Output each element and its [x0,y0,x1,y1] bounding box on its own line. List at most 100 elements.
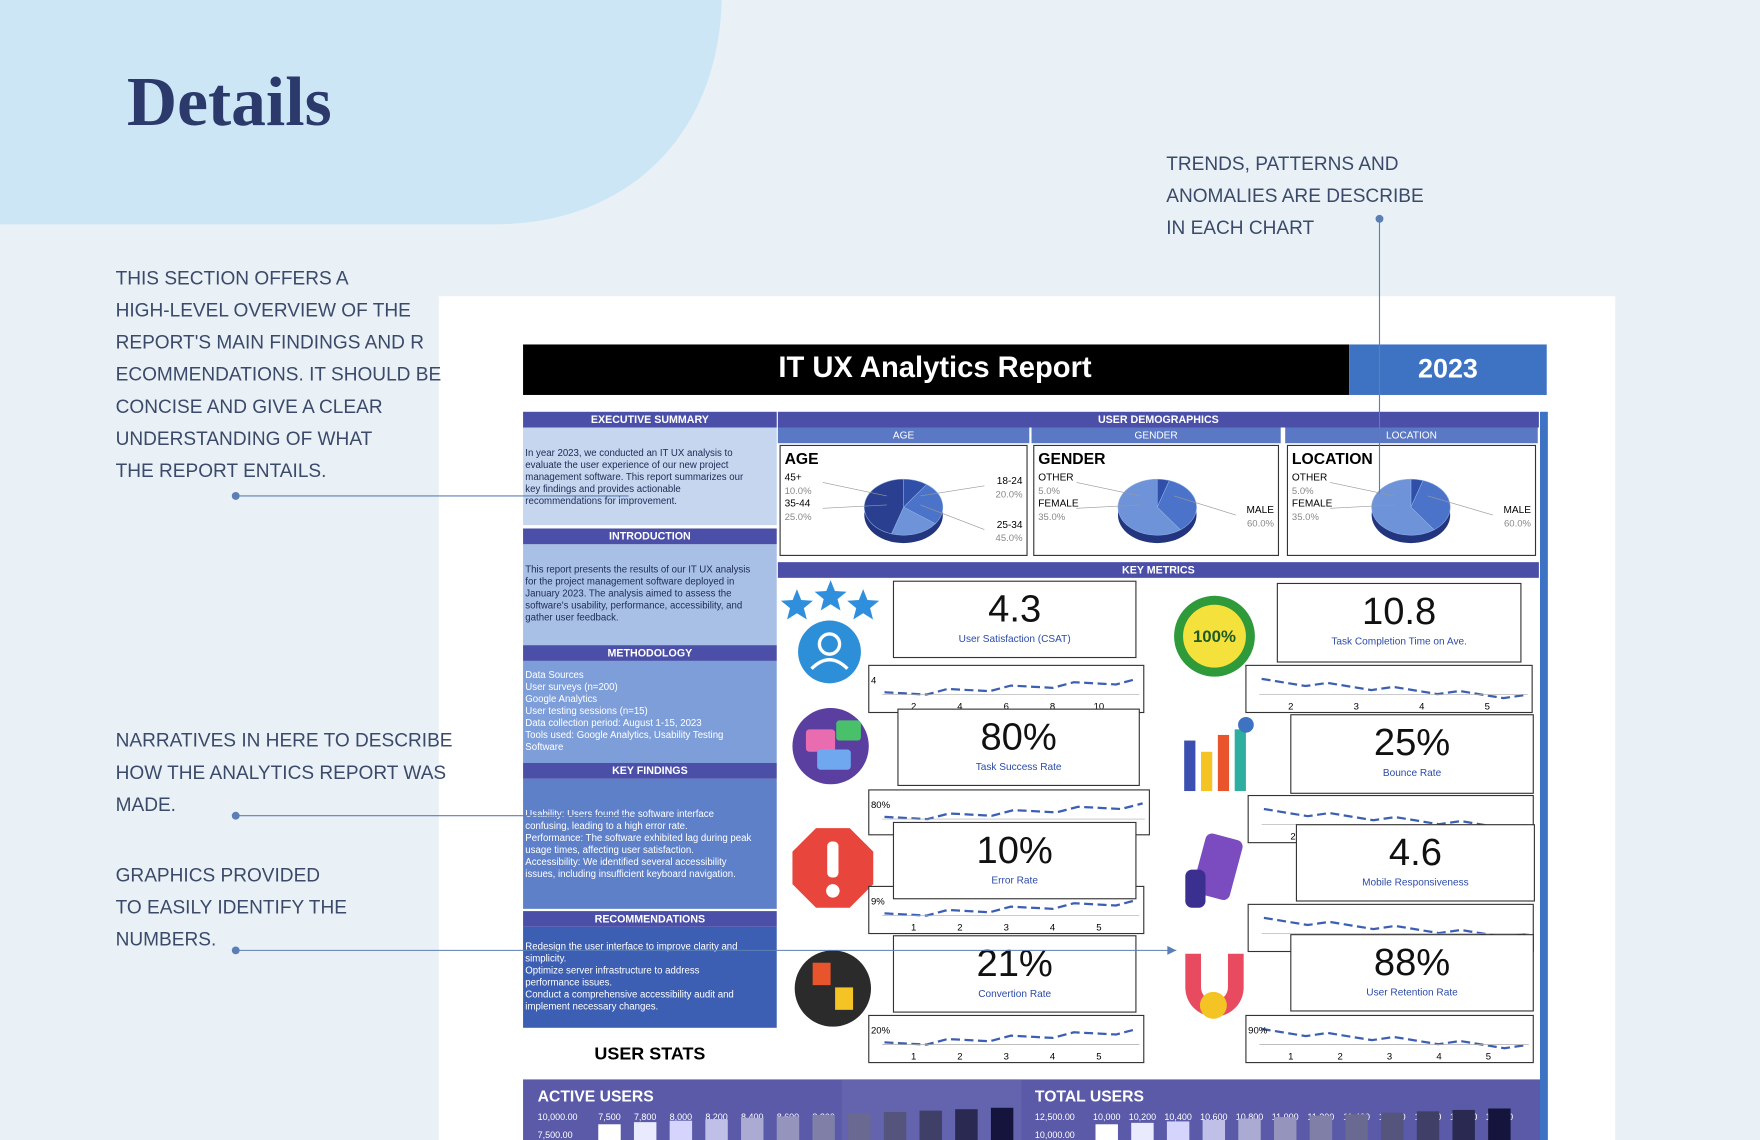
demographic-tab-label: LOCATION [1386,431,1437,442]
stats-title: ACTIVE USERS [538,1089,654,1106]
spark-y-label: 9% [871,897,885,908]
stats-bar [1202,1119,1226,1140]
annotation-line: IN EACH CHART [1166,218,1314,239]
annotation-line: TRENDS, PATTERNS AND [1166,154,1398,175]
spark-x-label: 2 [911,701,916,712]
slice-value: 35.0% [1038,512,1066,523]
section-body [523,427,777,526]
metric-box [1290,934,1534,1012]
stats-bar [741,1117,764,1140]
spark-x-label: 5 [1486,1051,1491,1062]
annotation-line: HOW THE ANALYTICS REPORT WAS [116,763,447,784]
metric-box [892,935,1137,1013]
spark-box [868,664,1145,714]
slice-label: MALE [1246,505,1274,516]
pie-slice [1410,480,1451,531]
spark-x-label: 5 [1096,922,1101,933]
section-line: gather user feedback. [525,613,618,624]
section-heading: RECOMMENDATIONS [595,913,706,925]
spark-x-label: 2 [957,922,962,933]
annotation-line: UNDERSTANDING OF WHAT [116,429,373,450]
section-line: Optimize server infrastructure to addres… [525,966,699,977]
stats-value-label: 10,800 [1236,1112,1263,1122]
section-line: In year 2023, we conducted an IT UX anal… [525,448,732,459]
leader-line [822,504,887,509]
demographic-title: LOCATION [1292,451,1373,468]
leader-line [1173,495,1236,516]
demographic-tab-label: AGE [893,431,915,442]
user-icon-body [810,658,849,670]
spark-y-label: 4 [871,676,877,687]
stats-value-label: 10,200 [1129,1112,1156,1122]
stats-bar [598,1124,621,1140]
spark-x-label: 8 [1050,701,1055,712]
section-line: simplicity. [525,954,566,965]
icons [792,595,1255,1027]
stats-bar [1452,1109,1475,1140]
spark-x-label: 2 [1338,1051,1343,1062]
section-body [523,660,777,763]
metrics-heading-bar [777,562,1539,578]
slice-value: 5.0% [1292,486,1314,497]
annotation-line: THE REPORT ENTAILS. [116,461,327,482]
metric-label: Task Success Rate [976,762,1062,773]
stats-bar [1488,1108,1511,1140]
spark-x-label: 4 [957,701,963,712]
slice-value: 10.0% [785,486,813,497]
corner-shape [0,0,722,225]
stats-value-label: 8,400 [741,1112,763,1122]
spark-x-label: 3 [1387,1051,1392,1062]
stats-bar [1416,1111,1440,1140]
annotation-line: THIS SECTION OFFERS A [116,268,349,289]
slice-label: FEMALE [1038,498,1079,509]
section-line: Google Analytics [525,694,597,705]
bars-icon-3 [1217,734,1230,792]
demographic-tab [1031,427,1281,444]
page-title: Details [127,64,332,141]
demographics-heading: USER DEMOGRAPHICS [1098,414,1219,426]
section-line: Tools used: Google Analytics, Usability … [525,730,723,741]
spark-x-label: 10 [1094,701,1105,712]
slice-value: 25.0% [785,512,813,523]
section-body [523,926,777,1028]
stats-bar [919,1110,942,1140]
section-heading: KEY FINDINGS [612,765,688,777]
slice-label: 18-24 [997,476,1023,487]
spark-x-label: 5 [1485,701,1490,712]
metric-value: 25% [1374,721,1450,764]
alert-dot [826,884,840,898]
metric-box [1290,714,1534,794]
leader-line [920,485,985,497]
stats-value-label: 10,400 [1164,1112,1191,1122]
metric-value: 10.8 [1362,590,1436,633]
stats-bar [1238,1118,1261,1140]
section-heading-bar [523,528,777,545]
demographic-tab [1285,427,1538,444]
annotation-line: HIGH-LEVEL OVERVIEW OF THE [116,301,411,322]
section-line: Accessibility: We identified several acc… [525,857,726,868]
leader-line [1427,495,1493,516]
leader-line [920,504,985,530]
spark-x-label: 3 [1004,922,1009,933]
connector-dot [231,492,240,500]
section-line: evaluate the user experience of our new … [525,460,728,471]
spark-y-label: 90% [1248,1026,1268,1037]
annotation-line: REPORT'S MAIN FINDINGS AND R [116,333,424,354]
stats-bar [1095,1124,1118,1140]
stats-bar [669,1120,693,1140]
spark-x-label: 4 [1050,1051,1056,1062]
annotation-line: NARRATIVES IN HERE TO DESCRIBE [116,731,453,752]
section-line: recommendations for improvement. [525,496,677,507]
demographics-heading-bar [777,411,1539,428]
annotation-line: TO EASILY IDENTIFY THE [116,897,347,918]
annotation-line: CONCISE AND GIVE A CLEAR [116,397,383,418]
stats-y-label: 10,000.00 [1035,1130,1075,1140]
star-icon [780,589,813,620]
metric-value: 80% [980,716,1056,759]
stats-bar [1273,1117,1297,1140]
sync-doc-a [812,962,831,986]
spark-x-label: 4 [1050,922,1056,933]
metric-label: Mobile Responsiveness [1362,878,1469,889]
stats-bar [812,1114,835,1140]
